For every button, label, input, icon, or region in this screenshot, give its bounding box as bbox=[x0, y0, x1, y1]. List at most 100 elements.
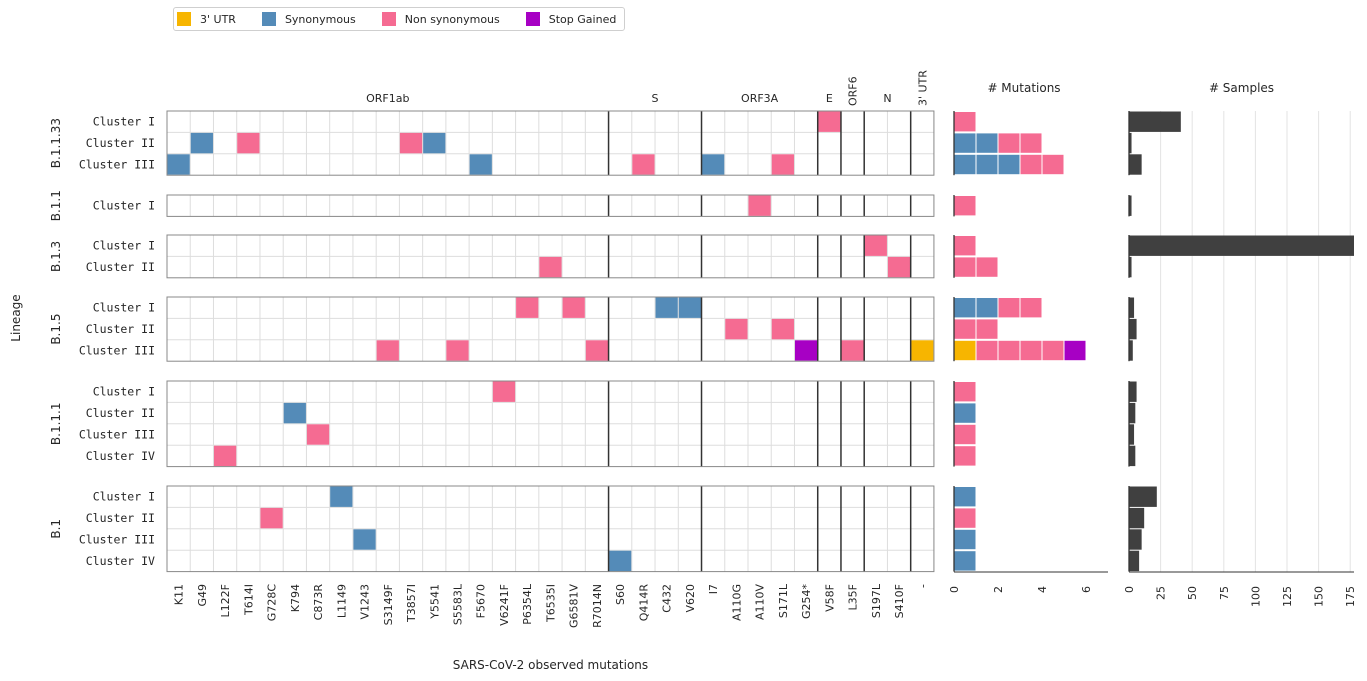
heatmap-cell-b-1-1-33-cluster-iii-i7 bbox=[702, 154, 725, 175]
mutation-tick-f5670: F5670 bbox=[475, 584, 488, 618]
samples-bar-b-1-1-33-cluster-iii bbox=[1129, 154, 1142, 175]
heatmap-cell-b-1-5-cluster-iii- bbox=[911, 340, 934, 361]
legend-item-stop-gained: Stop Gained bbox=[525, 12, 617, 26]
mutation-tick-g254: G254* bbox=[800, 584, 813, 620]
row-label-b-1-1-33-cluster-iii: Cluster III bbox=[79, 158, 155, 172]
mutations-tick-2: 2 bbox=[992, 586, 1005, 593]
row-label-b-1-1-33-cluster-i: Cluster I bbox=[93, 115, 155, 129]
mutation-bar-b-1-1-33-cluster-iii-3 bbox=[998, 154, 1020, 175]
mutation-tick-v6241f: V6241F bbox=[498, 584, 511, 626]
mutation-bar-b-1-5-cluster-i-3 bbox=[998, 298, 1020, 318]
mutation-bar-b-1-cluster-iv-1 bbox=[954, 551, 976, 571]
mutation-bar-b-1-1-33-cluster-ii-4 bbox=[1020, 133, 1042, 153]
heatmap-cell-b-1-1-1-cluster-iii-c873r bbox=[306, 424, 330, 445]
legend-label-utr: 3' UTR bbox=[200, 12, 236, 26]
heatmap-cell-b-1-5-cluster-i-g6581v bbox=[562, 297, 585, 318]
samples-tick-75: 75 bbox=[1218, 586, 1231, 600]
lineage-label-b-1-1-33: B.1.1.33 bbox=[49, 118, 63, 168]
heatmap-cell-b-1-1-33-cluster-iii-f5670 bbox=[469, 154, 492, 175]
samples-tick-100: 100 bbox=[1249, 586, 1262, 607]
mutation-bar-b-1-1-33-cluster-ii-2 bbox=[976, 133, 998, 153]
mutation-tick-s5583l: S5583L bbox=[452, 583, 465, 625]
lineage-label-b-1-3: B.1.3 bbox=[49, 241, 63, 272]
heatmap-cell-b-1-5-cluster-ii-a110g bbox=[725, 318, 748, 340]
legend-swatch-non-synonymous bbox=[381, 12, 396, 26]
heatmap-frame-b-1 bbox=[166, 485, 935, 573]
mutation-bar-b-1-5-cluster-iii-5 bbox=[1042, 340, 1064, 361]
heatmap-cell-b-1-5-cluster-i-p6354l bbox=[516, 297, 539, 318]
mutation-bar-b-1-1-cluster-i-1 bbox=[954, 196, 976, 216]
heatmap-cell-b-1-1-1-cluster-i-v6241f bbox=[492, 381, 516, 402]
mutation-bar-b-1-3-cluster-ii-2 bbox=[976, 257, 998, 277]
heatmap-cell-b-1-5-cluster-i-v620 bbox=[678, 297, 702, 318]
heatmap-cell-b-1-cluster-iii-v1243 bbox=[353, 529, 376, 550]
mutation-bar-b-1-cluster-i-1 bbox=[954, 487, 976, 507]
lineage-label-b-1-5: B.1.5 bbox=[49, 314, 63, 345]
mutation-tick-g728c: G728C bbox=[266, 584, 279, 622]
heatmap-cell-b-1-1-1-cluster-iv-l122f bbox=[213, 445, 237, 467]
mutation-bar-b-1-5-cluster-iii-4 bbox=[1020, 340, 1042, 361]
gene-label-3-utr: 3' UTR bbox=[916, 70, 929, 106]
legend-label-non-synonymous: Non synonymous bbox=[404, 12, 500, 26]
mutation-bar-b-1-1-1-cluster-iv-1 bbox=[954, 446, 976, 466]
row-label-b-1-5-cluster-ii: Cluster II bbox=[86, 322, 155, 336]
mutation-tick-g6581v: G6581V bbox=[568, 584, 581, 629]
mutation-bar-b-1-1-33-cluster-iii-5 bbox=[1042, 154, 1064, 175]
mutation-bar-b-1-5-cluster-iii-1 bbox=[954, 340, 976, 361]
mutation-bar-b-1-1-33-cluster-iii-2 bbox=[976, 154, 998, 175]
samples-bar-b-1-1-1-cluster-i bbox=[1129, 381, 1137, 402]
mutation-bar-b-1-5-cluster-iii-3 bbox=[998, 340, 1020, 361]
mutation-tick-r7014n: R7014N bbox=[591, 584, 604, 628]
samples-tick-25: 25 bbox=[1155, 586, 1168, 600]
mutation-tick-c432: C432 bbox=[661, 584, 674, 613]
row-label-b-1-cluster-iv: Cluster IV bbox=[86, 554, 155, 568]
gene-label-s: S bbox=[652, 92, 659, 105]
mutation-tick-q414r: Q414R bbox=[637, 584, 650, 622]
mutations-tick-4: 4 bbox=[1036, 586, 1049, 593]
mutation-bar-b-1-1-33-cluster-i-1 bbox=[954, 112, 976, 132]
legend-label-stop-gained: Stop Gained bbox=[548, 12, 617, 26]
samples-bar-b-1-cluster-ii bbox=[1129, 507, 1145, 529]
samples-panel-title: # Samples bbox=[1209, 81, 1274, 95]
mutations-tick-0: 0 bbox=[948, 586, 961, 593]
samples-bar-b-1-5-cluster-iii bbox=[1129, 340, 1133, 361]
heatmap-cell-b-1-1-33-cluster-ii-y5541 bbox=[423, 132, 446, 154]
row-label-b-1-cluster-iii: Cluster III bbox=[79, 533, 155, 547]
mutation-tick-p6354l: P6354L bbox=[521, 583, 534, 625]
gene-label-n: N bbox=[883, 92, 891, 105]
samples-bar-b-1-3-cluster-i bbox=[1129, 235, 1354, 256]
mutation-bar-b-1-1-33-cluster-ii-3 bbox=[998, 133, 1020, 153]
legend-item-synonymous: Synonymous bbox=[261, 12, 356, 26]
samples-bar-b-1-1-33-cluster-i bbox=[1129, 111, 1181, 132]
samples-bar-b-1-1-cluster-i bbox=[1129, 195, 1132, 216]
samples-bar-b-1-cluster-iv bbox=[1129, 550, 1140, 572]
gene-label-orf3a: ORF3A bbox=[741, 92, 779, 105]
legend-swatch-utr bbox=[177, 12, 191, 26]
lineage-label-b-1: B.1 bbox=[49, 519, 63, 539]
heatmap-cell-b-1-cluster-ii-g728c bbox=[260, 507, 283, 529]
row-label-b-1-cluster-i: Cluster I bbox=[93, 490, 155, 504]
samples-bar-b-1-cluster-iii bbox=[1129, 529, 1142, 550]
row-label-b-1-3-cluster-i: Cluster I bbox=[93, 239, 155, 253]
heatmap-frame-b-1-5 bbox=[166, 296, 935, 362]
heatmap-cell-b-1-3-cluster-i-s197l bbox=[864, 235, 887, 256]
mutation-bar-b-1-3-cluster-i-1 bbox=[954, 236, 976, 256]
gene-label-e: E bbox=[826, 92, 833, 105]
legend-label-synonymous: Synonymous bbox=[284, 12, 356, 26]
heatmap-cell-b-1-5-cluster-iii-r7014n bbox=[585, 340, 609, 361]
samples-tick-125: 125 bbox=[1281, 586, 1294, 607]
samples-bar-b-1-cluster-i bbox=[1129, 486, 1157, 507]
samples-bar-b-1-1-1-cluster-ii bbox=[1129, 402, 1136, 424]
mutation-bar-b-1-5-cluster-ii-1 bbox=[954, 319, 976, 339]
mutation-tick-l122f: L122F bbox=[219, 584, 232, 617]
heatmap-cell-b-1-1-1-cluster-ii-k794 bbox=[283, 402, 306, 424]
legend-swatch-stop-gained bbox=[525, 12, 540, 26]
samples-bar-b-1-5-cluster-i bbox=[1129, 297, 1135, 318]
mutation-tick-utr-dash: - bbox=[916, 584, 929, 588]
lineage-label-b-1-1-1: B.1.1.1 bbox=[49, 403, 63, 446]
mutations-tick-6: 6 bbox=[1080, 586, 1093, 593]
mutation-tick-v58f: V58F bbox=[823, 584, 836, 612]
mutation-tick-v1243: V1243 bbox=[359, 584, 372, 620]
mutation-tick-a110v: A110V bbox=[754, 584, 767, 621]
